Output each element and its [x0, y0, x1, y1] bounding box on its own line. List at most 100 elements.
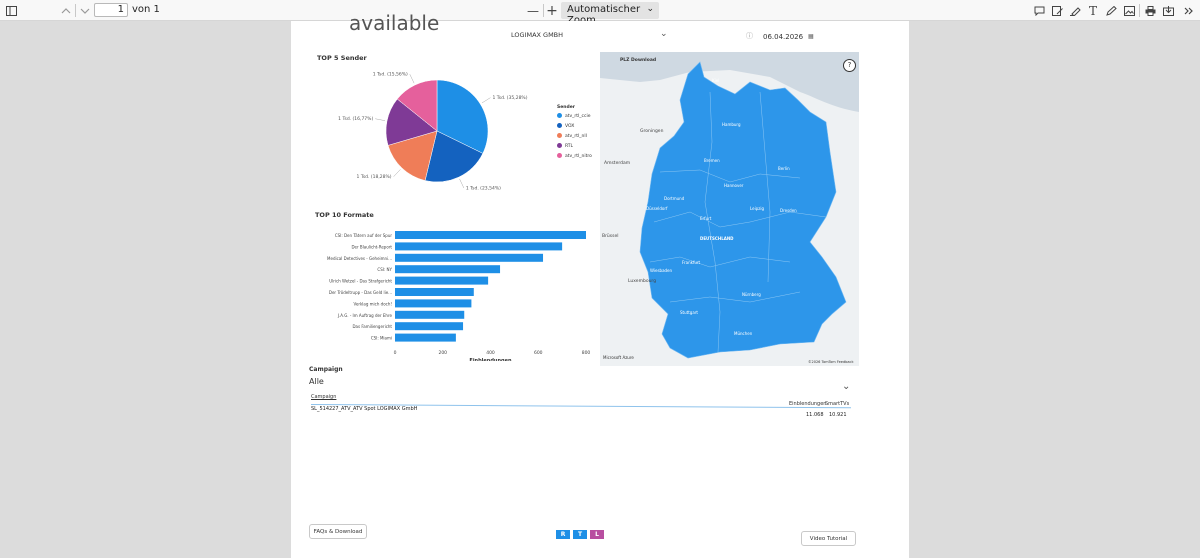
campaign-chevron-down-icon[interactable]: ⌄	[842, 381, 851, 392]
bar-category-label: CSI: NY	[377, 267, 392, 272]
legend-item-RTL[interactable]: RTL	[557, 143, 592, 149]
advertiser-chevron-down-icon[interactable]: ⌄	[660, 29, 668, 39]
calendar-icon[interactable]: ▦	[808, 33, 814, 40]
pie-data-label: 1 Tsd. (18,28%)	[357, 174, 392, 180]
legend-marker	[557, 153, 562, 158]
highlight-icon[interactable]	[1067, 0, 1083, 21]
map-label-dresden: Dresden	[780, 208, 797, 213]
edit-document-icon[interactable]	[1049, 0, 1065, 21]
legend-marker	[557, 113, 562, 118]
map-copyright[interactable]: ©2026 TomTom Feedback	[808, 360, 854, 364]
legend-label: VOX	[565, 124, 575, 129]
bar-category-label: Das Familiengericht	[352, 324, 392, 329]
germany-map[interactable]: Hamburg Bremen Hannover Berlin Dortmund …	[600, 52, 859, 366]
map-label-groningen: Groningen	[640, 128, 664, 134]
legend-marker	[557, 133, 562, 138]
bar-1	[395, 231, 586, 239]
map-label-stuttgart: Stuttgart	[680, 310, 698, 315]
map-label-country: DEUTSCHLAND	[700, 236, 734, 241]
zoom-in-button[interactable]: +	[546, 2, 558, 19]
pie-data-label: 1 Tsd. (15,56%)	[373, 72, 408, 78]
top10-bar-chart: CSI: Den Tätern auf der Spur Der Blaulich…	[327, 231, 591, 361]
map-label-luxembourg: Luxembourg	[628, 278, 656, 284]
legend-label: atv_rtl_nll	[565, 134, 587, 139]
pie-leader-line	[459, 178, 465, 189]
map-label-hamburg: Hamburg	[722, 122, 741, 127]
map-label-frankfurt: Frankfurt	[682, 260, 701, 265]
page-number-input[interactable]: 1	[94, 3, 128, 17]
legend-label: RTL	[565, 144, 574, 149]
comment-icon[interactable]	[1031, 0, 1047, 21]
page-count-label: von 1	[132, 4, 160, 15]
print-icon[interactable]	[1142, 0, 1158, 21]
map-label-leipzig: Leipzig	[750, 206, 764, 211]
draw-icon[interactable]	[1103, 0, 1119, 21]
bar-10	[395, 333, 456, 342]
bar-4	[395, 265, 501, 274]
legend-item-atv_rtl_nll[interactable]: atv_rtl_nll	[557, 133, 592, 139]
map-label-dortmund: Dortmund	[664, 196, 685, 201]
table-cell-campaign[interactable]: SL_514227_ATV_ATV Spot LOGIMAX GmbH	[311, 406, 418, 412]
bar-9	[395, 322, 464, 331]
map-label-bremen: Bremen	[704, 158, 720, 163]
map-label-duesseldorf: Düsseldorf	[646, 206, 668, 211]
top5-pie-chart: 1 Tsd. (35,28%) 1 Tsd. (23,54%) 1 Tsd. (18…	[338, 72, 528, 192]
text-tool-icon[interactable]: T	[1088, 3, 1097, 18]
zoom-select[interactable]: Automatischer Zoom ⌄	[561, 2, 659, 26]
bar-6	[395, 288, 474, 296]
next-page-icon[interactable]	[78, 0, 92, 21]
bar-3	[395, 253, 544, 262]
rtl-logo-t: T	[573, 530, 587, 539]
pie-leader-line	[481, 97, 491, 104]
x-tick-label: 0	[394, 350, 397, 356]
x-tick-label: 800	[582, 350, 591, 356]
bar-category-label: Verklag mich doch!	[353, 301, 392, 306]
campaign-filter-label: Campaign	[309, 366, 343, 373]
save-icon[interactable]	[1160, 0, 1176, 21]
video-tutorial-button[interactable]: Video Tutorial	[801, 531, 856, 546]
pdf-toolbar: 1 von 1 — + Automatischer Zoom ⌄ T	[0, 0, 1200, 26]
campaign-filter-value[interactable]: Alle	[309, 377, 324, 386]
bar-5	[395, 276, 489, 285]
pie-slice-atv_rtl_nll	[387, 130, 438, 181]
pdf-page: available LOGIMAX GMBH ⌄ ⓘ 06.04.2026 ▦ …	[291, 11, 909, 558]
faq-download-button[interactable]: FAQs & Download	[309, 524, 367, 539]
pie-slice-VOX	[424, 130, 484, 183]
sidebar-toggle-icon[interactable]	[3, 0, 19, 21]
rtl-logo-r: R	[556, 530, 570, 539]
pie-data-label: 1 Tsd. (16,77%)	[338, 116, 373, 122]
map-label-berlin: Berlin	[778, 166, 790, 171]
bar-category-label: Der Trödeltrupp - Das Geld lie...	[329, 290, 392, 295]
table-cell-smarttvs: 10.921	[829, 412, 847, 418]
previous-page-icon[interactable]	[59, 0, 73, 21]
map-label-amsterdam: Amsterdam	[604, 160, 630, 166]
legend-item-VOX[interactable]: VOX	[557, 123, 592, 129]
image-icon[interactable]	[1121, 0, 1137, 21]
x-tick-label: 400	[486, 350, 495, 356]
x-axis-title: Einblendungen	[469, 358, 512, 361]
rtl-logo-l: L	[590, 530, 604, 539]
legend-item-atv_rtl_nitro[interactable]: atv_rtl_nitro	[557, 153, 592, 159]
x-tick-label: 600	[534, 350, 543, 356]
table-header-smarttvs[interactable]: SmartTVs	[825, 401, 850, 407]
legend-label: atv_rtl_ccie	[565, 114, 591, 119]
more-tools-icon[interactable]	[1182, 0, 1196, 21]
report-heading: available	[349, 11, 440, 35]
bar-category-label: Medical Detectives - Geheimni...	[327, 256, 392, 261]
zoom-select-value: Automatischer Zoom	[567, 4, 641, 26]
legend-marker	[557, 143, 562, 148]
help-icon[interactable]: ?	[843, 59, 856, 72]
table-cell-einblendungen: 11.068	[806, 412, 824, 418]
table-header-campaign[interactable]: Campaign	[311, 394, 337, 400]
bar-7	[395, 299, 472, 308]
table-header-einblendungen[interactable]: Einblendungen	[789, 401, 827, 407]
bar-category-label: CSI: Miami	[371, 336, 392, 341]
advertiser-select-value: LOGIMAX GMBH	[511, 31, 564, 39]
date-field[interactable]: 06.04.2026	[763, 33, 804, 41]
pie-slice-atv_rtl_ccie	[436, 79, 489, 154]
legend-item-atv_rtl_ccie[interactable]: atv_rtl_ccie	[557, 113, 592, 119]
zoom-out-button[interactable]: —	[527, 3, 539, 18]
map-label-bruessel: Brüssel	[602, 233, 619, 239]
legend-marker	[557, 123, 562, 128]
map-label-muenchen: München	[734, 331, 753, 336]
